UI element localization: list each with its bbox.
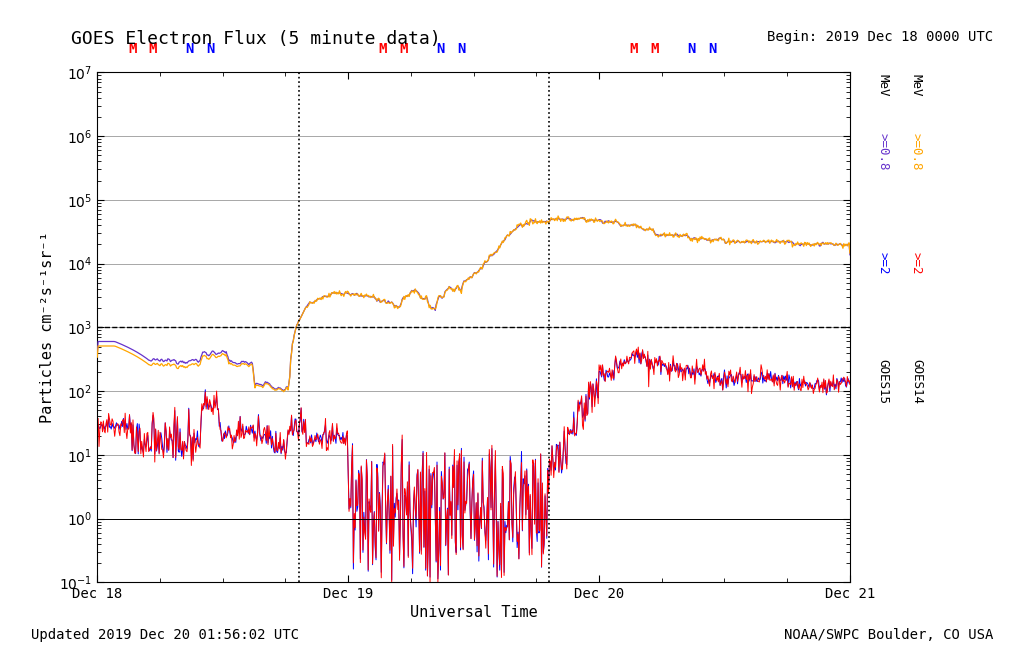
Text: M: M [399,42,409,56]
X-axis label: Universal Time: Universal Time [410,605,538,620]
Text: GOES14: GOES14 [910,359,923,404]
Text: >=0.8: >=0.8 [877,133,889,170]
Text: N: N [709,42,717,56]
Text: N: N [687,42,695,56]
Text: M: M [128,42,136,56]
Text: M: M [630,42,638,56]
Text: MeV: MeV [877,74,889,97]
Text: M: M [650,42,659,56]
Text: M: M [379,42,387,56]
Text: >=2: >=2 [877,252,889,274]
Text: M: M [148,42,158,56]
Text: >=0.8: >=0.8 [910,133,923,170]
Text: >=2: >=2 [910,252,923,274]
Text: NOAA/SWPC Boulder, CO USA: NOAA/SWPC Boulder, CO USA [784,628,993,642]
Text: N: N [185,42,194,56]
Y-axis label: Particles cm⁻²s⁻¹sr⁻¹: Particles cm⁻²s⁻¹sr⁻¹ [40,232,55,423]
Text: Begin: 2019 Dec 18 0000 UTC: Begin: 2019 Dec 18 0000 UTC [767,30,993,43]
Text: N: N [458,42,466,56]
Text: GOES Electron Flux (5 minute data): GOES Electron Flux (5 minute data) [71,30,441,47]
Text: N: N [207,42,215,56]
Text: N: N [436,42,444,56]
Text: MeV: MeV [910,74,923,97]
Text: GOES15: GOES15 [877,359,889,404]
Text: Updated 2019 Dec 20 01:56:02 UTC: Updated 2019 Dec 20 01:56:02 UTC [31,628,299,642]
